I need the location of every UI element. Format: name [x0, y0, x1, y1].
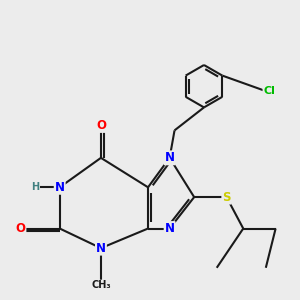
Text: S: S	[222, 190, 231, 204]
Text: Cl: Cl	[263, 86, 275, 96]
Text: O: O	[15, 222, 26, 235]
Text: N: N	[165, 152, 175, 164]
Text: N: N	[165, 222, 175, 235]
Text: N: N	[55, 181, 65, 194]
Text: O: O	[96, 119, 106, 132]
Text: N: N	[96, 242, 106, 255]
Text: CH₃: CH₃	[91, 280, 111, 290]
Text: H: H	[31, 182, 39, 192]
